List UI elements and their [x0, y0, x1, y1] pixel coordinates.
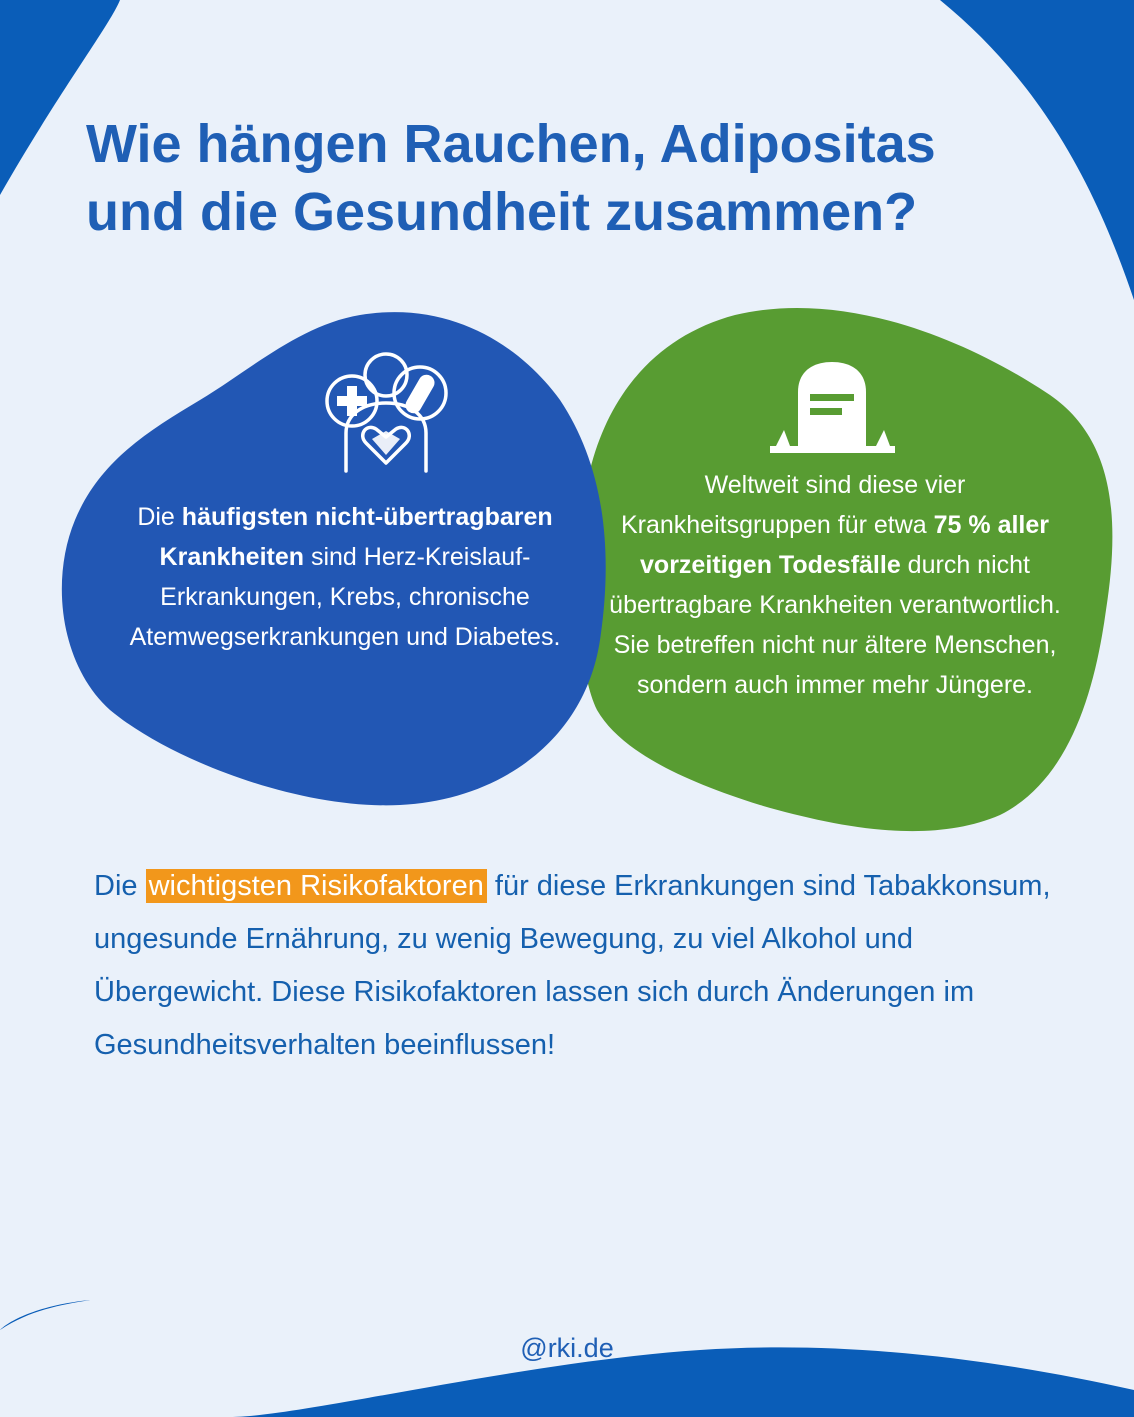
right-blob-text: Weltweit sind diese vier Krankheitsgrupp… — [600, 465, 1070, 705]
right-blob-text-pre: Weltweit sind diese vier Krankheitsgrupp… — [620, 471, 966, 539]
title-line-1: Wie hängen Rauchen, Adipositas — [86, 114, 936, 174]
risk-text-highlight: wichtigsten Risikofaktoren — [145, 869, 487, 903]
risk-text-pre: Die — [94, 870, 146, 902]
footer-handle: @rki.de — [520, 1333, 614, 1363]
right-blob-text-bold: 75 % aller vorzeitigen Todesfälle — [640, 511, 1050, 579]
left-blob-text: Die häufigsten nicht-übertragbaren Krank… — [110, 497, 580, 657]
left-blob-text-post: sind Herz-Kreislauf-Erkrankungen, Krebs,… — [129, 543, 561, 651]
risk-text-post: für diese Erkrankungen sind Tabakkonsum,… — [94, 870, 1051, 1061]
gravestone-icon — [770, 362, 895, 453]
right-blob-text-post: durch nicht übertragbare Krankheiten ver… — [609, 551, 1061, 699]
page-title: Wie hängen Rauchen, Adipositas und die G… — [86, 110, 1086, 246]
risk-factors-text: Die wichtigsten Risikofaktoren für diese… — [94, 860, 1054, 1072]
left-blob-text-pre: Die — [137, 503, 182, 531]
person-heart-medical-icon — [325, 352, 448, 473]
green-blob — [579, 307, 1113, 832]
left-blob-text-bold: häufigsten nicht-übertragbaren Krankheit… — [159, 503, 553, 571]
blue-blob — [61, 312, 606, 806]
title-line-2: und die Gesundheit zusammen? — [86, 182, 918, 242]
